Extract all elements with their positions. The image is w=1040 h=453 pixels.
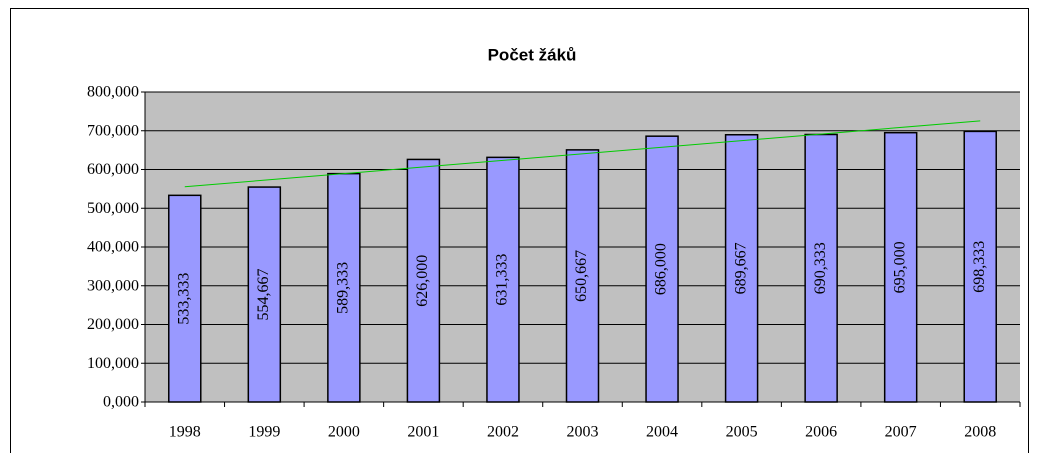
bar <box>327 172 361 403</box>
bar <box>883 131 918 403</box>
bar <box>724 134 759 403</box>
data-label: 695,000 <box>891 241 908 293</box>
x-tick-label: 2004 <box>646 424 678 441</box>
x-tick-label: 1999 <box>248 424 280 441</box>
y-tick-label: 300,000 <box>87 277 139 294</box>
data-label: 698,333 <box>971 241 988 293</box>
data-label: 589,333 <box>335 262 352 314</box>
bar <box>406 158 441 403</box>
x-tick-label: 2002 <box>487 424 519 441</box>
data-label: 690,333 <box>812 242 829 294</box>
x-tick-label: 2007 <box>885 424 917 441</box>
x-tick-label: 2003 <box>567 424 599 441</box>
x-tick-label: 2008 <box>964 424 996 441</box>
x-tick-label: 2000 <box>328 424 360 441</box>
x-tick-label: 2005 <box>726 424 758 441</box>
chart-title: Počet žáků <box>488 45 577 64</box>
data-label: 533,333 <box>175 273 192 325</box>
data-label: 631,333 <box>494 254 511 306</box>
bar <box>565 149 600 403</box>
bar <box>963 130 997 403</box>
bar <box>247 186 282 403</box>
x-tick-label: 2001 <box>407 424 439 441</box>
data-label: 650,667 <box>573 250 590 302</box>
bar <box>168 194 202 403</box>
bar <box>645 135 679 403</box>
data-label: 686,000 <box>653 243 670 295</box>
y-tick-label: 600,000 <box>87 161 139 178</box>
y-tick-label: 100,000 <box>87 355 139 372</box>
data-label: 554,667 <box>255 269 272 321</box>
trendline <box>184 120 981 188</box>
data-label: 689,667 <box>732 242 749 294</box>
y-tick-label: 800,000 <box>87 84 139 101</box>
y-tick-label: 200,000 <box>87 316 139 333</box>
bar <box>804 133 838 403</box>
y-tick-label: 500,000 <box>87 200 139 217</box>
y-tick-label: 400,000 <box>87 239 139 256</box>
x-tick-label: 1998 <box>169 424 201 441</box>
y-tick-label: 0,000 <box>103 394 139 411</box>
bar <box>486 156 520 403</box>
y-tick-label: 700,000 <box>87 122 139 139</box>
x-tick-label: 2006 <box>805 424 837 441</box>
data-label: 626,000 <box>414 255 431 307</box>
